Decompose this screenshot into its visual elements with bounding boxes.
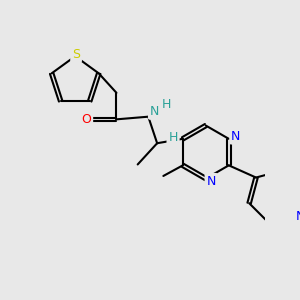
- Text: O: O: [81, 113, 91, 126]
- Text: S: S: [72, 48, 80, 61]
- Text: H: H: [168, 131, 178, 144]
- Text: H: H: [161, 98, 171, 111]
- Text: N: N: [206, 175, 216, 188]
- Text: N: N: [231, 130, 241, 143]
- Text: N: N: [150, 105, 159, 118]
- Text: N: N: [296, 210, 300, 223]
